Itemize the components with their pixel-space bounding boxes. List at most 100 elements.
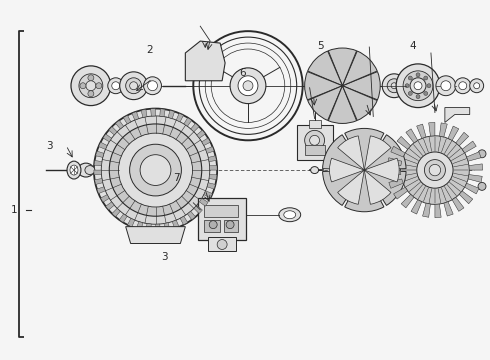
- Bar: [204, 220, 220, 231]
- Text: 2: 2: [147, 45, 153, 55]
- Text: 7: 7: [173, 173, 180, 183]
- Polygon shape: [209, 174, 217, 180]
- Circle shape: [140, 155, 171, 185]
- Circle shape: [144, 77, 162, 95]
- Circle shape: [339, 82, 346, 90]
- Polygon shape: [106, 202, 114, 210]
- Circle shape: [108, 78, 123, 94]
- Polygon shape: [397, 136, 411, 149]
- Wedge shape: [365, 170, 406, 206]
- Circle shape: [230, 68, 266, 104]
- Wedge shape: [338, 170, 365, 204]
- Polygon shape: [97, 187, 105, 194]
- Polygon shape: [191, 123, 199, 132]
- Wedge shape: [305, 72, 343, 100]
- Circle shape: [410, 78, 426, 94]
- Circle shape: [424, 76, 428, 80]
- Circle shape: [474, 83, 480, 89]
- Circle shape: [414, 82, 422, 90]
- Polygon shape: [146, 224, 151, 231]
- Polygon shape: [176, 113, 183, 122]
- Wedge shape: [308, 51, 343, 86]
- Text: 3: 3: [161, 252, 168, 262]
- Polygon shape: [210, 165, 217, 170]
- Circle shape: [147, 81, 157, 91]
- Polygon shape: [466, 152, 481, 161]
- Circle shape: [459, 82, 467, 90]
- Bar: [190, 56, 215, 76]
- Circle shape: [130, 82, 138, 90]
- Wedge shape: [328, 48, 357, 86]
- Circle shape: [403, 71, 433, 100]
- Polygon shape: [445, 108, 470, 122]
- Circle shape: [94, 109, 217, 231]
- Polygon shape: [401, 194, 414, 208]
- Circle shape: [88, 75, 94, 81]
- Polygon shape: [440, 123, 447, 137]
- Wedge shape: [344, 129, 384, 170]
- Wedge shape: [329, 158, 365, 182]
- Circle shape: [119, 133, 193, 207]
- Polygon shape: [112, 208, 120, 217]
- Polygon shape: [155, 224, 160, 231]
- Ellipse shape: [410, 167, 418, 174]
- Circle shape: [88, 91, 94, 96]
- Polygon shape: [452, 197, 464, 211]
- Wedge shape: [328, 86, 357, 123]
- Polygon shape: [123, 115, 131, 124]
- Polygon shape: [119, 214, 127, 222]
- Polygon shape: [456, 132, 468, 146]
- Wedge shape: [344, 170, 384, 212]
- Circle shape: [120, 72, 147, 100]
- Bar: [224, 220, 238, 231]
- Polygon shape: [411, 200, 422, 214]
- Circle shape: [429, 165, 441, 176]
- Circle shape: [391, 83, 397, 89]
- Circle shape: [109, 124, 202, 216]
- Circle shape: [125, 78, 142, 94]
- Polygon shape: [199, 198, 208, 206]
- Polygon shape: [98, 142, 107, 149]
- Circle shape: [305, 130, 324, 150]
- Circle shape: [478, 150, 486, 158]
- Polygon shape: [391, 146, 405, 157]
- Circle shape: [387, 79, 401, 93]
- Polygon shape: [100, 195, 109, 202]
- Text: 3: 3: [46, 141, 52, 151]
- Polygon shape: [94, 170, 101, 175]
- Text: 5: 5: [317, 41, 324, 51]
- Bar: [305, 145, 324, 155]
- Circle shape: [238, 76, 258, 96]
- Circle shape: [71, 66, 111, 105]
- Polygon shape: [202, 138, 210, 145]
- Polygon shape: [164, 223, 170, 231]
- Polygon shape: [168, 110, 174, 118]
- Wedge shape: [322, 170, 365, 206]
- Text: 1: 1: [11, 205, 18, 215]
- Polygon shape: [459, 191, 473, 204]
- Circle shape: [79, 74, 103, 98]
- Polygon shape: [172, 220, 179, 229]
- Circle shape: [217, 239, 227, 249]
- Polygon shape: [125, 227, 185, 243]
- Wedge shape: [308, 86, 343, 121]
- Polygon shape: [194, 205, 202, 213]
- Polygon shape: [184, 118, 192, 126]
- Ellipse shape: [70, 165, 78, 175]
- Circle shape: [408, 91, 412, 95]
- Polygon shape: [208, 156, 217, 162]
- Bar: [309, 121, 320, 129]
- Polygon shape: [406, 129, 418, 143]
- Polygon shape: [469, 164, 483, 170]
- Circle shape: [359, 165, 369, 175]
- Circle shape: [436, 76, 456, 96]
- Polygon shape: [96, 151, 104, 157]
- Wedge shape: [343, 72, 380, 100]
- Circle shape: [101, 116, 210, 224]
- Bar: [297, 125, 333, 160]
- Circle shape: [400, 136, 469, 204]
- Ellipse shape: [311, 167, 319, 174]
- Polygon shape: [444, 202, 453, 216]
- Polygon shape: [462, 141, 476, 153]
- Text: 6: 6: [239, 68, 246, 78]
